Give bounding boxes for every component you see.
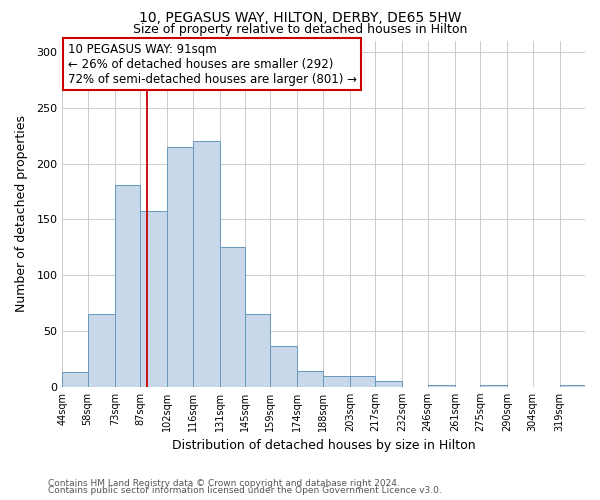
X-axis label: Distribution of detached houses by size in Hilton: Distribution of detached houses by size … bbox=[172, 440, 475, 452]
Bar bbox=[480, 384, 507, 387]
Bar bbox=[88, 314, 115, 387]
Bar bbox=[323, 376, 350, 387]
Bar bbox=[375, 381, 403, 387]
Bar bbox=[193, 142, 220, 387]
Text: Size of property relative to detached houses in Hilton: Size of property relative to detached ho… bbox=[133, 22, 467, 36]
Bar bbox=[271, 346, 298, 387]
Text: Contains public sector information licensed under the Open Government Licence v3: Contains public sector information licen… bbox=[48, 486, 442, 495]
Bar bbox=[167, 147, 193, 387]
Bar bbox=[560, 384, 585, 387]
Bar bbox=[298, 371, 323, 387]
Text: Contains HM Land Registry data © Crown copyright and database right 2024.: Contains HM Land Registry data © Crown c… bbox=[48, 478, 400, 488]
Text: 10, PEGASUS WAY, HILTON, DERBY, DE65 5HW: 10, PEGASUS WAY, HILTON, DERBY, DE65 5HW bbox=[139, 12, 461, 26]
Bar bbox=[428, 384, 455, 387]
Bar bbox=[115, 185, 140, 387]
Y-axis label: Number of detached properties: Number of detached properties bbox=[15, 116, 28, 312]
Bar bbox=[350, 376, 375, 387]
Text: 10 PEGASUS WAY: 91sqm
← 26% of detached houses are smaller (292)
72% of semi-det: 10 PEGASUS WAY: 91sqm ← 26% of detached … bbox=[68, 42, 356, 86]
Bar bbox=[140, 210, 167, 387]
Bar bbox=[62, 372, 88, 387]
Bar bbox=[245, 314, 271, 387]
Bar bbox=[220, 248, 245, 387]
